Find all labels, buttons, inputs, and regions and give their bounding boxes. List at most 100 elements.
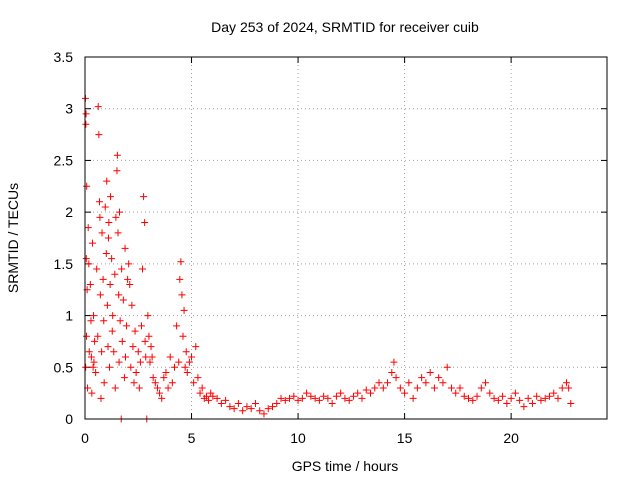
data-point [239, 407, 247, 415]
data-point [139, 265, 147, 273]
data-point [524, 394, 532, 402]
data-point [105, 218, 113, 226]
data-point [132, 368, 140, 376]
data-point [286, 394, 294, 402]
y-tick-label: 0.5 [54, 359, 74, 375]
data-point [162, 368, 170, 376]
data-point [337, 389, 345, 397]
data-point [362, 386, 370, 394]
axis-ticks: 0 0.5 1 1.5 2 2.5 3 3.5 0 5 10 15 20 [54, 49, 607, 446]
data-point [108, 255, 116, 263]
y-tick-label: 3.5 [54, 49, 74, 65]
data-point [565, 384, 573, 392]
data-point [563, 379, 571, 387]
data-point [179, 332, 187, 340]
data-point [175, 358, 183, 366]
data-point [332, 392, 340, 400]
data-point [205, 396, 213, 404]
data-point [507, 394, 515, 402]
data-point [256, 407, 264, 415]
data-point [88, 239, 96, 247]
data-point [213, 394, 221, 402]
data-point [82, 332, 90, 340]
data-point [101, 203, 109, 211]
data-point [91, 337, 99, 345]
data-point [371, 384, 379, 392]
data-point [149, 374, 157, 382]
data-point [82, 363, 90, 371]
data-points [81, 94, 575, 423]
data-point [405, 379, 413, 387]
data-point [290, 392, 298, 400]
data-point [147, 343, 155, 351]
data-point [384, 379, 392, 387]
data-point [545, 392, 553, 400]
data-point [341, 394, 349, 402]
data-point [182, 348, 190, 356]
x-tick-label: 20 [503, 430, 519, 446]
data-point [100, 379, 108, 387]
data-point [190, 379, 198, 387]
data-point [494, 396, 502, 404]
data-point [520, 403, 528, 411]
data-point [503, 399, 511, 407]
data-point [145, 332, 153, 340]
data-point [82, 255, 90, 263]
data-point [87, 317, 95, 325]
data-point [196, 389, 204, 397]
data-point [367, 389, 375, 397]
data-point [111, 270, 119, 278]
data-point [121, 244, 129, 252]
data-point [460, 392, 468, 400]
data-point [113, 167, 121, 175]
data-point [273, 399, 281, 407]
data-point [84, 224, 92, 232]
data-point [185, 358, 193, 366]
data-point [146, 358, 154, 366]
data-point [452, 389, 460, 397]
data-point [83, 182, 91, 190]
data-point [490, 394, 498, 402]
data-point [107, 193, 115, 201]
data-point [264, 405, 272, 413]
data-point [413, 384, 421, 392]
data-point [315, 396, 323, 404]
data-point [465, 394, 473, 402]
data-point [129, 343, 137, 351]
data-point [482, 379, 490, 387]
data-point [281, 396, 289, 404]
data-point [130, 379, 138, 387]
data-point [144, 312, 152, 320]
y-tick-label: 3 [65, 101, 73, 117]
y-tick-label: 1 [65, 308, 73, 324]
data-point [104, 343, 112, 351]
data-point [160, 374, 168, 382]
data-point [112, 213, 120, 221]
data-point [123, 322, 131, 330]
data-point [141, 218, 149, 226]
data-point [89, 363, 97, 371]
y-tick-label: 2.5 [54, 152, 74, 168]
data-point [108, 327, 116, 335]
data-point [153, 384, 161, 392]
data-point [311, 394, 319, 402]
data-point [426, 368, 434, 376]
data-point [148, 353, 156, 361]
data-point [111, 384, 119, 392]
data-point [379, 384, 387, 392]
data-point [126, 281, 134, 289]
data-point [85, 348, 93, 356]
data-point [88, 389, 96, 397]
data-point [183, 368, 191, 376]
data-point [141, 337, 149, 345]
data-point [103, 177, 111, 185]
data-point [104, 234, 112, 242]
data-point [320, 392, 328, 400]
data-point [118, 337, 126, 345]
data-point [251, 399, 259, 407]
data-point [106, 281, 114, 289]
data-point [124, 275, 132, 283]
data-point [430, 384, 438, 392]
data-point [230, 405, 238, 413]
